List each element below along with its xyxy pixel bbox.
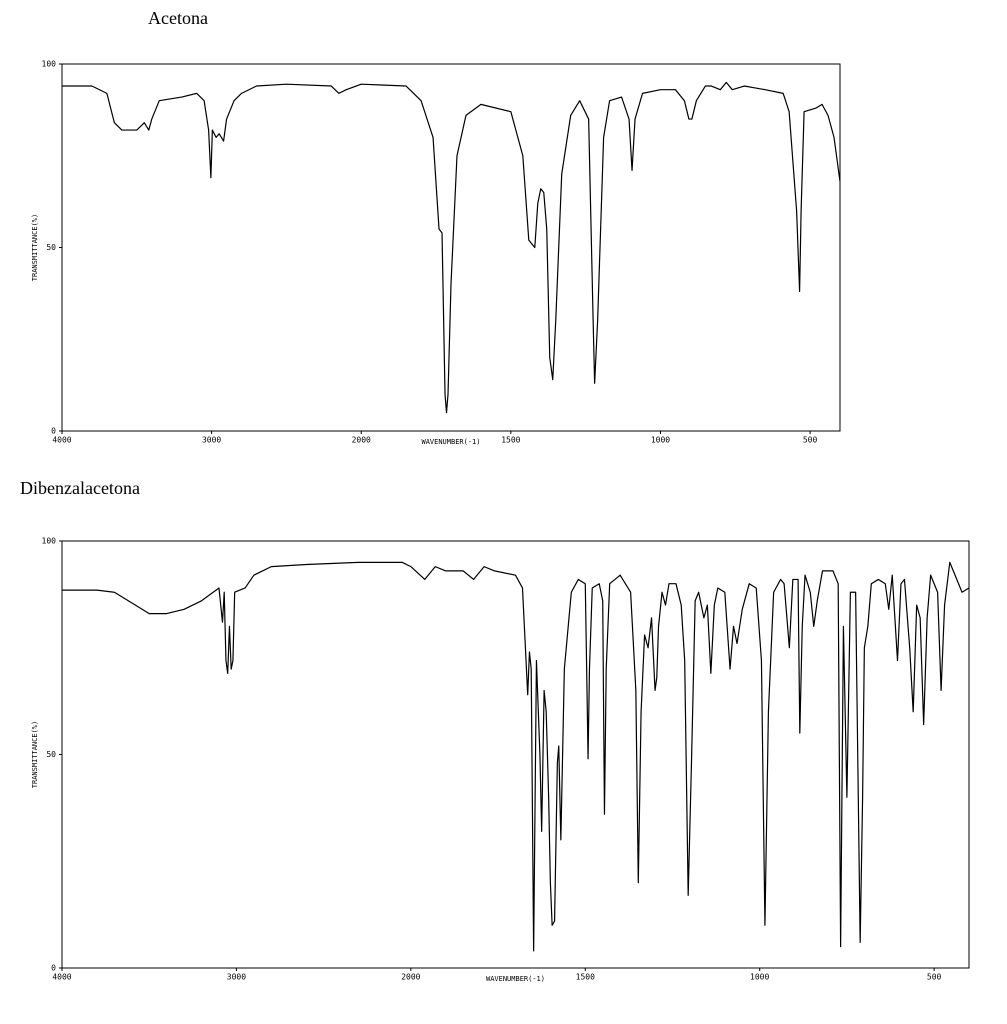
y-tick-label: 50 (46, 243, 56, 252)
x-tick-label: 1500 (501, 436, 520, 445)
y-axis-label: TRANSMITTANCE(%) (31, 214, 39, 281)
chart-title: Dibenzalacetona (20, 478, 140, 498)
x-tick-label: 3000 (202, 436, 221, 445)
x-tick-label: 1000 (651, 436, 670, 445)
y-tick-label: 100 (42, 60, 57, 69)
x-axis-label: WAVENUMBER(-1) (421, 438, 480, 446)
x-tick-label: 2000 (352, 436, 371, 445)
y-tick-label: 100 (42, 537, 57, 546)
x-tick-label: 4000 (52, 436, 71, 445)
spectrum-line (62, 561, 970, 952)
x-tick-label: 4000 (52, 973, 71, 982)
spectrum-line (62, 81, 841, 414)
x-axis-label: WAVENUMBER(-1) (486, 975, 545, 983)
y-tick-label: 50 (46, 750, 56, 759)
x-tick-label: 500 (927, 973, 942, 982)
plot-frame (61, 63, 841, 432)
x-tick-label: 2000 (401, 973, 420, 982)
y-tick-label: 0 (51, 964, 56, 973)
x-tick-label: 1000 (750, 973, 769, 982)
plot-frame (61, 540, 970, 969)
y-axis-label: TRANSMITTANCE(%) (31, 721, 39, 788)
x-tick-label: 500 (803, 436, 818, 445)
x-tick-label: 1500 (576, 973, 595, 982)
x-tick-label: 3000 (227, 973, 246, 982)
y-tick-label: 0 (51, 427, 56, 436)
chart-title: Acetona (148, 8, 208, 28)
